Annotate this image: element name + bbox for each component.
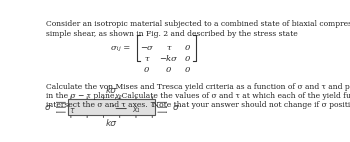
Text: σ: σ [45, 103, 50, 112]
Text: in the σ − τ plane.  Calculate the values of σ and τ at which each of the yield : in the σ − τ plane. Calculate the values… [47, 92, 350, 100]
Text: Consider an isotropic material subjected to a combined state of biaxial compress: Consider an isotropic material subjected… [47, 20, 350, 28]
Text: simple shear, as shown in Fig. 2 and described by the stress state: simple shear, as shown in Fig. 2 and des… [47, 30, 298, 38]
FancyBboxPatch shape [68, 99, 155, 115]
Text: τ: τ [149, 100, 154, 109]
Text: Calculate the von Mises and Tresca yield criteria as a function of σ and τ and p: Calculate the von Mises and Tresca yield… [47, 83, 350, 91]
Text: −kσ: −kσ [160, 55, 177, 63]
Text: x₁: x₁ [132, 105, 139, 114]
Text: τ: τ [145, 55, 149, 63]
Text: kσ: kσ [106, 119, 117, 129]
Text: 0: 0 [144, 65, 149, 74]
Text: σ: σ [173, 103, 179, 112]
Text: τ: τ [70, 106, 74, 115]
Text: 0: 0 [185, 44, 190, 52]
Text: kσ: kσ [106, 86, 117, 95]
Text: 0: 0 [185, 55, 190, 63]
Text: −σ: −σ [140, 44, 153, 52]
Text: x₂: x₂ [115, 92, 122, 101]
Text: 0: 0 [166, 65, 171, 74]
Text: intersect the σ and τ axes.  Note that your answer should not change if σ positi: intersect the σ and τ axes. Note that yo… [47, 101, 350, 109]
Text: σᵢⱼ =: σᵢⱼ = [111, 44, 131, 52]
Text: 0: 0 [185, 65, 190, 74]
Text: τ: τ [166, 44, 171, 52]
